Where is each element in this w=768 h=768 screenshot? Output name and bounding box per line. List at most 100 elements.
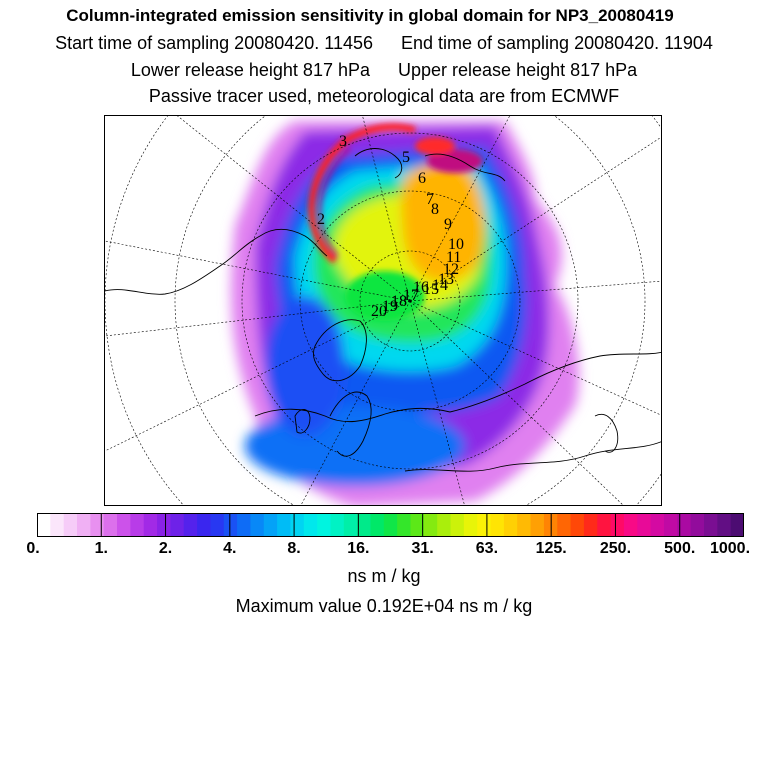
colorbar-swatch — [583, 513, 598, 537]
meridian-2 — [409, 116, 510, 302]
colorbar-tick-label: 16. — [347, 540, 370, 557]
colorbar-swatch — [50, 513, 65, 537]
colorbar-swatch — [330, 513, 345, 537]
colorbar-swatch — [623, 513, 638, 537]
trajectory-label: 2 — [317, 211, 325, 228]
latitude-circle-50 — [174, 116, 646, 505]
tracer-note: Passive tracer used, meteorological data… — [148, 86, 620, 106]
colorbar-swatch — [103, 513, 118, 537]
coast-europe-north — [254, 407, 451, 423]
colorbar-swatch — [663, 513, 678, 537]
colorbar-swatch — [250, 513, 265, 537]
colorbar-swatch — [597, 513, 612, 537]
meridian-9 — [105, 300, 411, 452]
trajectory-label: 13 — [438, 271, 454, 288]
lower-release-label: Lower release height 817 hPa — [130, 60, 370, 80]
coast-japan — [594, 413, 619, 453]
start-time-label: Start time of sampling 20080420. 11456 — [55, 33, 373, 53]
colorbar-swatch — [90, 513, 105, 537]
colorbar-swatch — [263, 513, 278, 537]
coast-scandinavia — [329, 391, 372, 457]
trajectory-labels: 2 3 5 6 7 8 9 10 11 12 13 14 15 16 17 18… — [317, 133, 464, 320]
colorbar-swatch — [570, 513, 585, 537]
colorbar-swatch — [143, 513, 158, 537]
field-south-blue — [245, 406, 465, 486]
coast-chukotka — [424, 153, 506, 182]
colorbar-swatch — [117, 513, 131, 537]
graticule — [105, 116, 661, 505]
colorbar — [37, 513, 744, 537]
latitude-circle-70 — [299, 190, 521, 412]
sensitivity-map: 2 3 5 6 7 8 9 10 11 12 13 14 15 16 17 18… — [104, 115, 662, 506]
coastlines — [105, 148, 661, 472]
colorbar-swatch — [170, 513, 185, 537]
colorbar-swatch — [477, 513, 492, 537]
coast-north-america — [105, 228, 328, 295]
colorbar-swatch — [397, 513, 412, 537]
colorbar-swatch — [530, 513, 545, 537]
plume-red — [308, 123, 417, 264]
colorbar-swatch — [637, 513, 652, 537]
colorbar-swatch — [610, 513, 625, 537]
colorbar-swatch — [63, 513, 78, 537]
colorbar-swatch — [730, 513, 744, 537]
colorbar-border — [37, 513, 744, 537]
trajectory-label: 11 — [446, 249, 461, 266]
trajectory-label: 18 — [391, 293, 407, 310]
trajectory-label: 15 — [423, 281, 439, 298]
trajectory-label: 10 — [448, 236, 464, 253]
colorbar-swatch — [410, 513, 425, 537]
emission-field — [231, 121, 579, 505]
trajectory-label: 12 — [443, 261, 459, 278]
colorbar-swatch — [290, 513, 305, 537]
trajectory-label: 19 — [382, 298, 398, 315]
colorbar-tick-label: 1. — [94, 540, 108, 557]
colorbar-swatch — [237, 513, 252, 537]
colorbar-swatch — [690, 513, 705, 537]
coast-greenland — [312, 319, 367, 382]
colorbar-swatch — [370, 513, 385, 537]
colorbar-tick-label: 2. — [158, 540, 173, 557]
trajectory-label: 6 — [418, 170, 426, 187]
colorbar-tick-label: 4. — [223, 540, 237, 557]
field-orange — [401, 160, 485, 282]
colorbar-units: ns m / kg — [347, 566, 421, 586]
colorbar-swatch — [463, 513, 478, 537]
sampling-time-line: Start time of sampling 20080420. 11456 En… — [0, 33, 768, 54]
colorbar-swatch — [703, 513, 718, 537]
colorbar-swatch — [197, 513, 212, 537]
plume-hotspot-1 — [427, 149, 483, 173]
field-west-blue — [265, 296, 345, 436]
colorbar-tick-label: 63. — [475, 540, 499, 557]
meridian-7 — [409, 300, 465, 505]
colorbar-swatch — [277, 513, 292, 537]
colorbar-swatch — [183, 513, 198, 537]
colorbar-tick-label: 250. — [599, 540, 632, 557]
release-height-line: Lower release height 817 hPa Upper releas… — [0, 60, 768, 81]
latitude-circle-80 — [359, 250, 461, 352]
colorbar-tick-label: 0. — [26, 540, 40, 557]
colorbar-swatch — [557, 513, 572, 537]
colorbar-swatch — [317, 513, 332, 537]
colorbar-swatch — [423, 513, 438, 537]
colorbar-swatch — [450, 513, 465, 537]
colorbar-swatch — [77, 513, 91, 537]
trajectory-label: 17 — [403, 287, 419, 304]
meridian-6 — [409, 300, 624, 505]
end-time-label: End time of sampling 20080420. 11904 — [400, 33, 713, 53]
plot-title: Column-integrated emission sensitivity i… — [66, 6, 674, 25]
trajectory-label: 3 — [339, 133, 347, 150]
coast-asia-interior — [404, 441, 661, 472]
colorbar-swatch — [437, 513, 452, 537]
trajectory-label: 7 — [426, 191, 434, 208]
colorbar-swatch — [37, 513, 51, 537]
colorbar-swatch — [383, 513, 398, 537]
colorbar-swatch — [650, 513, 665, 537]
trajectory-label: 9 — [444, 216, 452, 233]
colorbar-swatch — [677, 513, 692, 537]
meridian-10 — [105, 300, 411, 337]
colorbar-swatch — [357, 513, 372, 537]
coast-alaska — [354, 148, 403, 179]
latitude-circle-60 — [241, 132, 579, 470]
coast-uk — [294, 409, 311, 434]
